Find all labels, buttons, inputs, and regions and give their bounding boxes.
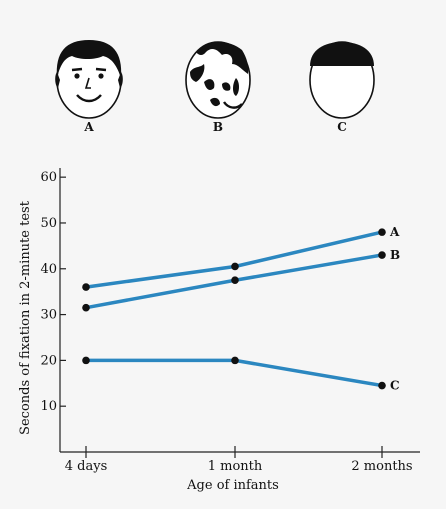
y-tick-label: 60 xyxy=(40,170,57,185)
data-point-a xyxy=(82,283,90,291)
series-label-c: C xyxy=(390,379,400,393)
series-label-b: B xyxy=(390,248,400,262)
series-layer: AB C xyxy=(82,225,400,393)
half-black-oval-icon xyxy=(309,41,375,119)
data-point-a xyxy=(231,262,239,271)
x-tick-label: 2 months xyxy=(351,459,412,474)
series-line-c xyxy=(84,358,384,388)
data-point-b xyxy=(82,303,90,312)
data-point-c xyxy=(378,381,386,390)
x-axis-title: Age of infants xyxy=(186,478,279,493)
y-tick-label: 20 xyxy=(40,353,57,368)
y-tick-label: 50 xyxy=(40,216,57,231)
data-point-a xyxy=(378,228,386,236)
stimulus-label-b: B xyxy=(213,120,223,134)
x-axis-ticks: 4 days 1 month 2 months xyxy=(65,446,413,474)
scrambled-face-icon xyxy=(185,41,251,119)
data-point-c xyxy=(82,356,90,365)
data-point-b xyxy=(378,251,386,259)
y-axis-ticks: 60 50 40 30 20 10 xyxy=(40,170,66,414)
series-label-a: A xyxy=(389,225,400,239)
x-tick-label: 4 days xyxy=(65,459,108,474)
y-tick-label: 30 xyxy=(40,308,57,323)
stimulus-label-a: A xyxy=(83,120,94,134)
y-tick-label: 10 xyxy=(40,399,57,414)
x-tick-label: 1 month xyxy=(208,459,263,474)
face-drawing-icon xyxy=(55,40,123,119)
data-point-c xyxy=(231,356,239,365)
y-tick-label: 40 xyxy=(40,262,57,277)
stimulus-label-c: C xyxy=(337,120,347,134)
y-axis-title: Seconds of fixation in 2-minute test xyxy=(18,200,33,435)
data-point-b xyxy=(231,276,239,285)
